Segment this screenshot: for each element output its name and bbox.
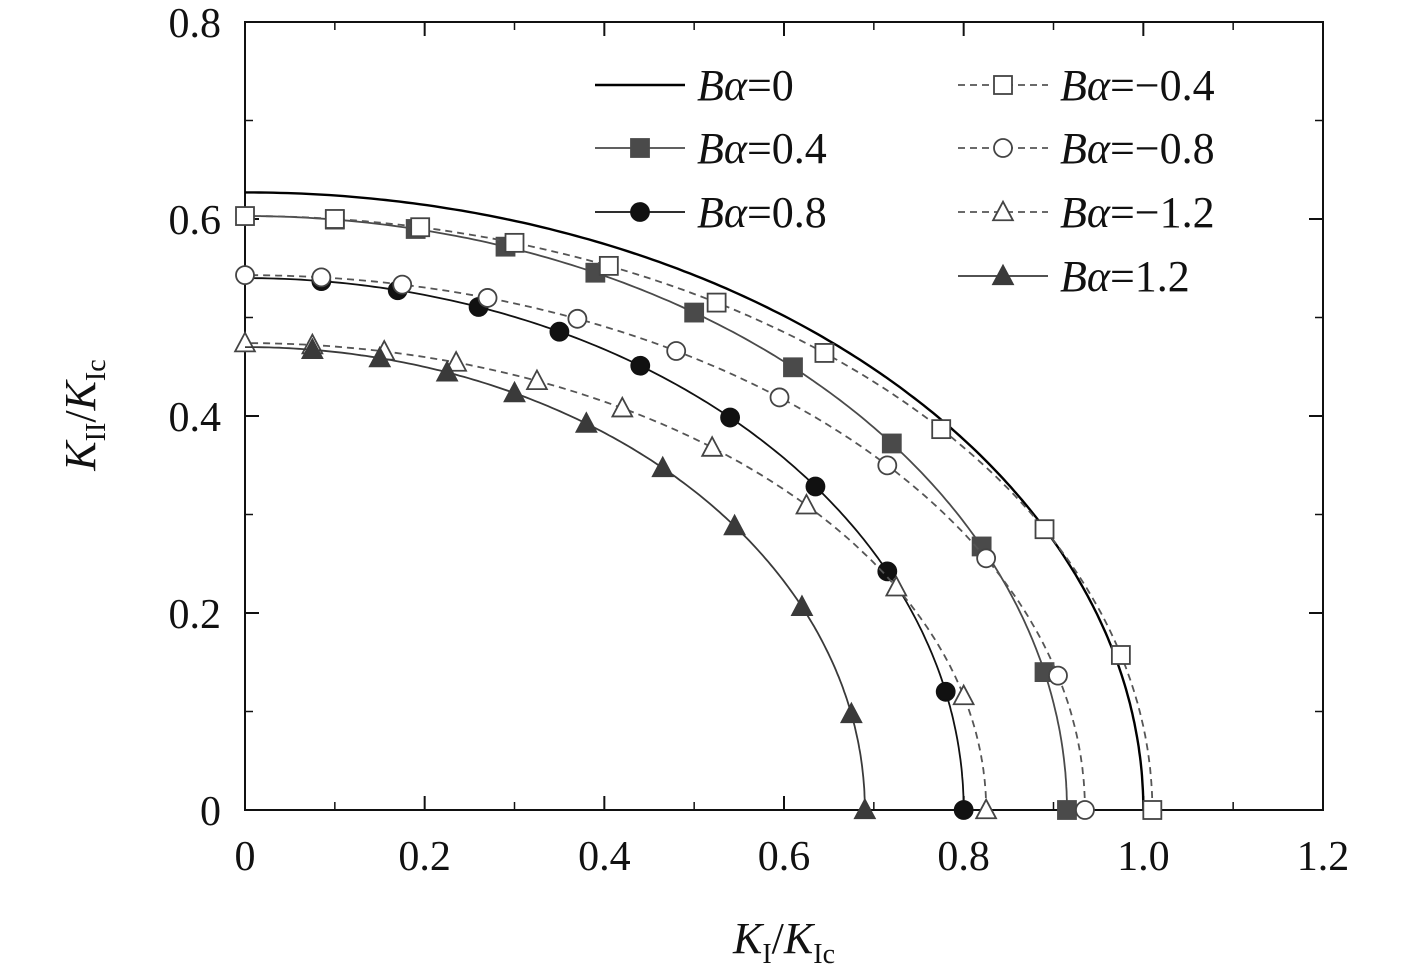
series-line	[244, 215, 1068, 811]
data-point-circle	[953, 800, 974, 820]
data-point-triangle	[884, 574, 908, 597]
data-point-circle	[630, 355, 651, 376]
x-tick-label: 1.2	[1297, 834, 1350, 880]
legend-label: Bα=0.8	[697, 188, 827, 237]
data-point-square	[1034, 519, 1055, 540]
legend-label: Bα=−0.8	[1060, 124, 1215, 173]
data-point-circle	[805, 476, 826, 497]
data-point-square	[1057, 800, 1077, 820]
data-point-square	[684, 302, 705, 323]
legend-label: Bα=−1.2	[1060, 188, 1215, 237]
legend-label: Bα=−0.4	[1060, 61, 1215, 110]
data-point-circle	[769, 387, 790, 408]
data-point-circle	[311, 267, 332, 288]
data-point-circle	[1075, 800, 1095, 820]
data-point-triangle	[233, 330, 257, 353]
legend-entry: Bα=−0.4	[958, 61, 1215, 110]
legend-entry: Bα=0.8	[595, 188, 827, 237]
axes: 0 0.2 0.4 0.6 0.8 1.0 1.2 0 0.2 0.4 0.6 0.8	[169, 1, 1350, 880]
series-line	[245, 277, 965, 811]
series-B-0.4	[235, 206, 1163, 820]
data-point-square	[410, 217, 431, 238]
data-point-circle	[976, 548, 997, 569]
data-point-circle	[549, 321, 570, 342]
y-axis-title: KII/KIc	[56, 359, 112, 471]
y-tick-label: 0	[200, 789, 221, 835]
legend-entry: Bα=1.2	[958, 252, 1190, 301]
data-point-circle	[666, 341, 687, 361]
y-tick-label: 0.6	[169, 198, 222, 244]
data-point-circle	[935, 681, 956, 702]
data-point-circle	[877, 455, 898, 476]
legend-entry: Bα=−0.8	[958, 124, 1215, 173]
series-B-0.8	[235, 265, 1095, 820]
data-point-triangle	[839, 701, 863, 724]
data-point-triangle	[723, 513, 746, 536]
data-point-triangle	[503, 380, 526, 403]
data-point-triangle	[435, 360, 459, 382]
data-point-triangle	[974, 797, 998, 820]
data-point-triangle	[991, 199, 1015, 222]
data-point-circle	[477, 288, 498, 308]
data-point-circle	[235, 265, 255, 286]
data-point-triangle	[795, 492, 818, 515]
data-point-square	[1142, 800, 1163, 820]
data-point-circle	[567, 308, 588, 329]
data-point-square	[324, 209, 345, 229]
data-point-circle	[877, 561, 898, 582]
data-point-circle	[993, 138, 1013, 158]
data-point-square	[881, 433, 902, 454]
y-tick-label: 0.8	[169, 1, 222, 47]
legend-label: Bα=1.2	[1060, 252, 1190, 301]
data-point-square	[598, 255, 619, 276]
data-point-circle	[630, 202, 650, 222]
data-point-triangle	[300, 337, 324, 359]
legend-entry: Bα=0.4	[595, 124, 827, 173]
data-point-square	[235, 206, 255, 226]
data-point-triangle	[853, 797, 877, 820]
data-point-square	[814, 343, 835, 363]
data-point-triangle	[700, 435, 724, 457]
data-point-triangle	[651, 455, 675, 478]
legend-entry: Bα=0	[595, 61, 794, 110]
legend: Bα=0 Bα=0.4 Bα=0.8 Bα=−0.4 Bα=−0.8 Bα=−1.2 Bα=…	[595, 61, 1215, 301]
data-point-triangle	[574, 411, 598, 433]
data-point-triangle	[991, 263, 1015, 286]
series-line	[245, 346, 866, 810]
data-point-square	[783, 357, 803, 378]
data-point-circle	[1048, 665, 1068, 686]
data-point-square	[931, 419, 952, 440]
x-tick-label: 0.8	[937, 834, 990, 880]
series-layer	[233, 191, 1163, 820]
data-point-square	[706, 292, 727, 313]
data-point-square	[1110, 645, 1131, 665]
x-tick-label: 0	[235, 834, 256, 880]
data-point-square	[630, 138, 650, 158]
y-tick-label: 0.4	[169, 395, 222, 441]
data-point-square	[504, 232, 525, 253]
series-B1.2	[245, 337, 877, 820]
legend-label: Bα=0	[697, 61, 794, 110]
x-tick-label: 0.2	[398, 834, 451, 880]
series-line	[244, 274, 1086, 810]
data-point-triangle	[952, 683, 976, 706]
data-point-circle	[720, 407, 740, 428]
y-tick-label: 0.2	[169, 592, 222, 638]
data-point-triangle	[368, 345, 392, 368]
data-point-triangle	[610, 395, 634, 418]
x-axis-title: KI/KIc	[732, 914, 835, 964]
legend-entry: Bα=−1.2	[958, 188, 1215, 237]
x-tick-label: 0.4	[578, 834, 631, 880]
data-point-triangle	[444, 350, 468, 372]
data-point-triangle	[790, 594, 814, 617]
x-tick-label: 0.6	[758, 834, 811, 880]
x-tick-label: 1.0	[1117, 834, 1170, 880]
data-point-square	[993, 75, 1013, 95]
series-B0.4	[244, 209, 1077, 820]
legend-label: Bα=0.4	[697, 124, 827, 173]
data-point-circle	[392, 274, 413, 295]
data-point-triangle	[525, 368, 549, 391]
